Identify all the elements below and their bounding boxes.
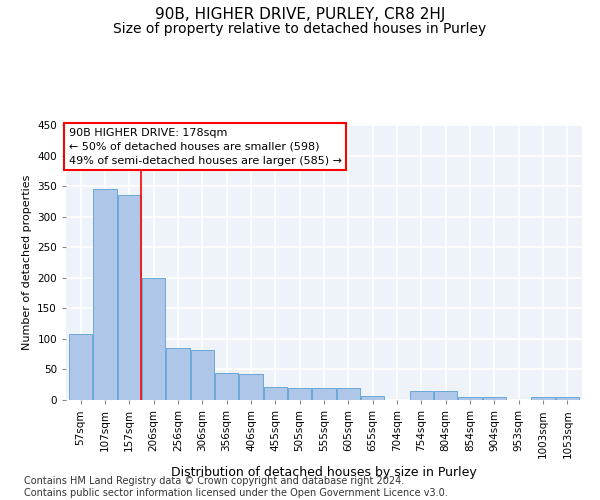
Bar <box>288 388 311 400</box>
Bar <box>166 348 190 400</box>
Bar <box>483 397 506 400</box>
Bar <box>142 278 165 400</box>
Bar <box>264 386 287 400</box>
X-axis label: Distribution of detached houses by size in Purley: Distribution of detached houses by size … <box>171 466 477 479</box>
Bar <box>118 196 141 400</box>
Bar <box>361 396 384 400</box>
Bar <box>434 391 457 400</box>
Bar <box>458 397 482 400</box>
Bar <box>410 391 433 400</box>
Text: 90B HIGHER DRIVE: 178sqm
← 50% of detached houses are smaller (598)
49% of semi-: 90B HIGHER DRIVE: 178sqm ← 50% of detach… <box>68 128 341 166</box>
Text: 90B, HIGHER DRIVE, PURLEY, CR8 2HJ: 90B, HIGHER DRIVE, PURLEY, CR8 2HJ <box>155 8 445 22</box>
Text: Contains HM Land Registry data © Crown copyright and database right 2024.
Contai: Contains HM Land Registry data © Crown c… <box>24 476 448 498</box>
Bar <box>94 189 116 400</box>
Bar <box>556 397 579 400</box>
Bar <box>191 350 214 400</box>
Bar <box>337 388 360 400</box>
Text: Size of property relative to detached houses in Purley: Size of property relative to detached ho… <box>113 22 487 36</box>
Bar <box>313 388 335 400</box>
Bar <box>69 334 92 400</box>
Y-axis label: Number of detached properties: Number of detached properties <box>22 175 32 350</box>
Bar <box>532 397 554 400</box>
Bar <box>215 372 238 400</box>
Bar <box>239 374 263 400</box>
